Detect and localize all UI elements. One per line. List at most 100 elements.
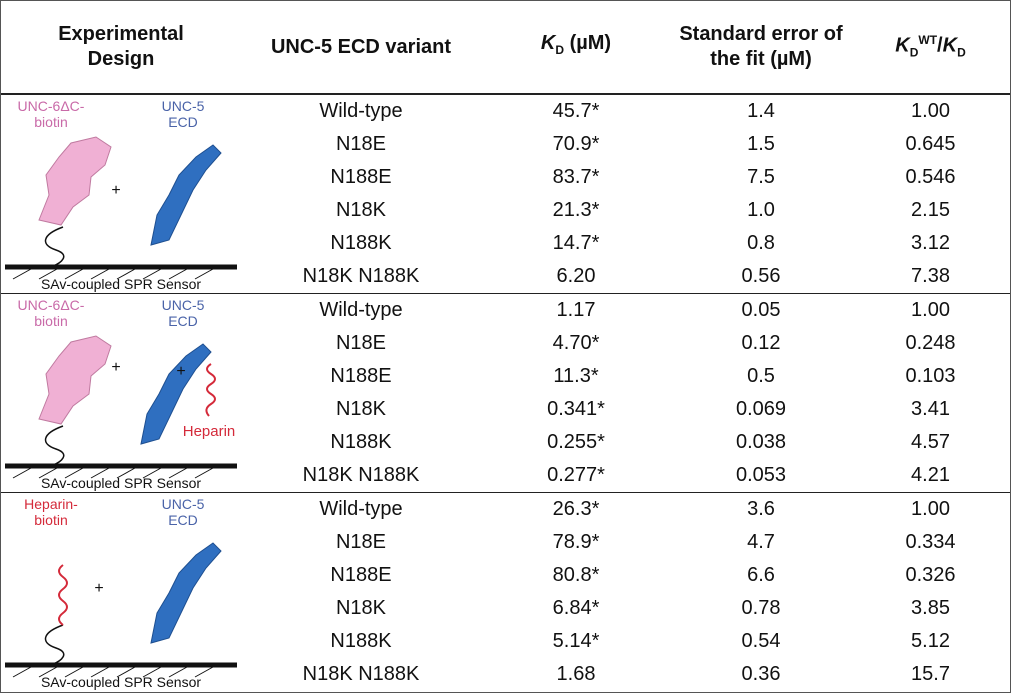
table-cell: 0.069: [671, 393, 851, 426]
sensor-hatch: [13, 667, 31, 677]
table-cell: 0.334: [851, 526, 1010, 559]
plus-sign: +: [94, 580, 103, 597]
table-cell: Wild-type: [241, 493, 481, 526]
plus-sign: +: [176, 363, 185, 380]
tether: [46, 227, 64, 266]
table-cell: 4.57: [851, 426, 1010, 459]
table-cell: 0.54: [671, 625, 851, 658]
left-label: biotin: [34, 114, 67, 130]
table-cell: N18E: [241, 327, 481, 360]
table-cell: 4.70*: [481, 327, 671, 360]
left-label: UNC-6ΔC-: [18, 297, 85, 313]
table-cell: 3.6: [671, 493, 851, 526]
table-cell: 1.68: [481, 658, 671, 691]
table-cell: N18K N188K: [241, 459, 481, 492]
table-cell: 0.8: [671, 227, 851, 260]
table-cell: 11.3*: [481, 360, 671, 393]
k-symbol: K: [943, 35, 957, 57]
header-cell: KD (µM): [481, 1, 671, 93]
table-cell: N18E: [241, 128, 481, 161]
unc6-protein: [39, 336, 111, 424]
table-cell: Wild-type: [241, 95, 481, 128]
plus-sign: +: [111, 182, 120, 199]
table-cell: N18K: [241, 393, 481, 426]
header-cell: Experimental Design: [1, 1, 241, 93]
table-cell: N188E: [241, 161, 481, 194]
header-label: UNC-5 ECD variant: [271, 36, 451, 58]
table-cell: 21.3*: [481, 194, 671, 227]
right-label: UNC-5: [162, 496, 205, 512]
table-cell: 4.21: [851, 459, 1010, 492]
plus-sign: +: [111, 359, 120, 376]
table-cell: 0.12: [671, 327, 851, 360]
k-symbol: K: [541, 32, 555, 54]
table-cell: 78.9*: [481, 526, 671, 559]
tether: [46, 625, 64, 664]
table-cell: N18K: [241, 592, 481, 625]
heparin-label: Heparin: [183, 423, 236, 440]
left-label: biotin: [34, 512, 67, 528]
left-label: biotin: [34, 313, 67, 329]
header-label: Experimental Design: [46, 22, 196, 72]
table-cell: 3.85: [851, 592, 1010, 625]
table-cell: N18K N188K: [241, 658, 481, 691]
sensor-label: SAv-coupled SPR Sensor: [41, 475, 201, 491]
sensor-hatch: [13, 468, 31, 478]
table-cell: 6.84*: [481, 592, 671, 625]
table-cell: 15.7: [851, 658, 1010, 691]
table-cell: 1.5: [671, 128, 851, 161]
table-cell: 80.8*: [481, 559, 671, 592]
table-cell: 0.36: [671, 658, 851, 691]
subscript: D: [910, 46, 919, 60]
right-label: UNC-5: [162, 98, 205, 114]
table-cell: 7.38: [851, 260, 1010, 293]
header-cell: Standard error of the fit (µM): [671, 1, 851, 93]
table-cell: 70.9*: [481, 128, 671, 161]
tether: [46, 426, 64, 465]
right-label: ECD: [168, 512, 198, 528]
table: Experimental Design UNC-5 ECD variant KD (…: [0, 0, 1011, 693]
left-label: Heparin-: [24, 496, 78, 512]
sensor-hatch: [13, 269, 31, 279]
table-cell: 0.255*: [481, 426, 671, 459]
right-label: ECD: [168, 114, 198, 130]
table-cell: N188K: [241, 426, 481, 459]
table-cell: 1.00: [851, 95, 1010, 128]
table-cell: N188E: [241, 360, 481, 393]
unc5-protein: [151, 543, 221, 643]
table-cell: 7.5: [671, 161, 851, 194]
table-cell: N18E: [241, 526, 481, 559]
table-cell: 1.0: [671, 194, 851, 227]
table-cell: 0.05: [671, 294, 851, 327]
sensor-label: SAv-coupled SPR Sensor: [41, 674, 201, 690]
table-cell: N188K: [241, 625, 481, 658]
right-label: ECD: [168, 313, 198, 329]
table-cell: 0.645: [851, 128, 1010, 161]
table-cell: 6.6: [671, 559, 851, 592]
table-cell: 1.17: [481, 294, 671, 327]
table-cell: 6.20: [481, 260, 671, 293]
sensor-label: SAv-coupled SPR Sensor: [41, 276, 201, 292]
table-cell: 1.4: [671, 95, 851, 128]
header-label: Standard error of the fit (µM): [676, 22, 846, 72]
table-cell: N18K N188K: [241, 260, 481, 293]
table-cell: 3.41: [851, 393, 1010, 426]
table-cell: 0.053: [671, 459, 851, 492]
table-cell: 5.12: [851, 625, 1010, 658]
header-cell: KDWT/KD: [851, 1, 1010, 93]
table-cell: 83.7*: [481, 161, 671, 194]
table-cell: 5.14*: [481, 625, 671, 658]
header-text: Standard error of the fit (µM): [676, 22, 846, 72]
subscript: D: [555, 43, 564, 57]
table-cell: 26.3*: [481, 493, 671, 526]
table-cell: N188E: [241, 559, 481, 592]
table-cell: N188K: [241, 227, 481, 260]
table-cell: 0.103: [851, 360, 1010, 393]
header-text: Experimental Design: [46, 22, 196, 72]
unc6-protein: [39, 137, 111, 225]
unc5-protein: [151, 145, 221, 245]
table-cell: 1.00: [851, 493, 1010, 526]
table-cell: 0.78: [671, 592, 851, 625]
table-cell: 3.12: [851, 227, 1010, 260]
